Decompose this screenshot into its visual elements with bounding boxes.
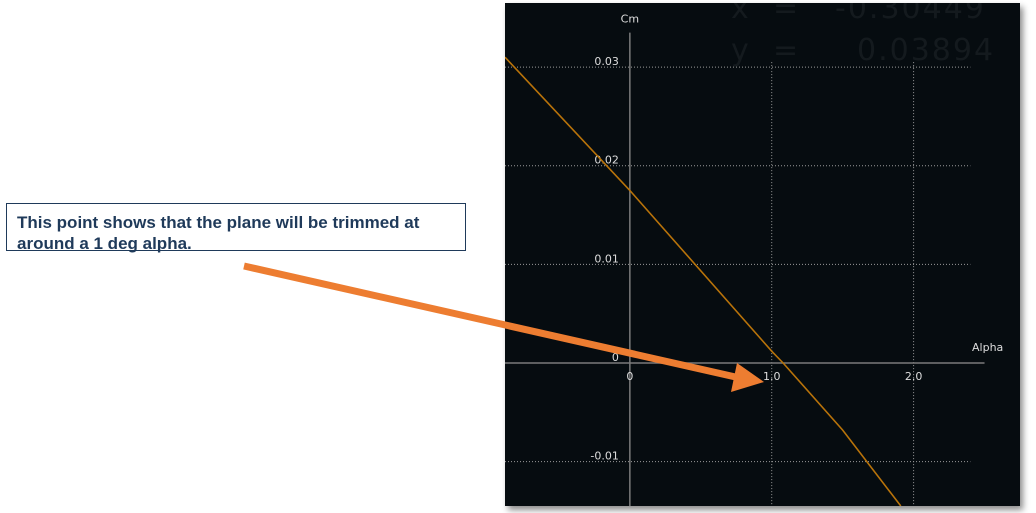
- y-tick-label: -0.01: [590, 450, 618, 463]
- readout-y-equals: =: [773, 33, 801, 68]
- y-tick-label: 0: [612, 351, 619, 364]
- series-line-0: [505, 56, 902, 506]
- readout-y-label: y: [731, 33, 751, 68]
- readout-y-value: 0.03894: [857, 33, 996, 68]
- annotation-callout-text: This point shows that the plane will be …: [17, 213, 420, 253]
- y-tick-label: 0.01: [594, 252, 619, 265]
- x-tick-label: 1.0: [763, 370, 781, 383]
- readout-x-equals: =: [773, 3, 801, 26]
- y-axis-label: Cm: [621, 13, 639, 26]
- annotation-callout-box: This point shows that the plane will be …: [6, 203, 466, 253]
- plot-panel[interactable]: -0.01 0 0.01 0.02 0.03 0 1.0 2.0 Cm Alpha x = -0.…: [505, 3, 1020, 506]
- y-tick-label: 0.02: [594, 154, 619, 167]
- readout-x-label: x: [731, 3, 751, 26]
- x-tick-label: 0: [626, 370, 633, 383]
- cm-vs-alpha-plot[interactable]: -0.01 0 0.01 0.02 0.03 0 1.0 2.0 Cm Alpha: [505, 3, 1020, 506]
- y-tick-label: 0.03: [594, 55, 619, 68]
- x-tick-label: 2.0: [905, 370, 923, 383]
- x-axis-label: Alpha: [972, 341, 1003, 354]
- readout-x-value: -0.30449: [835, 3, 986, 26]
